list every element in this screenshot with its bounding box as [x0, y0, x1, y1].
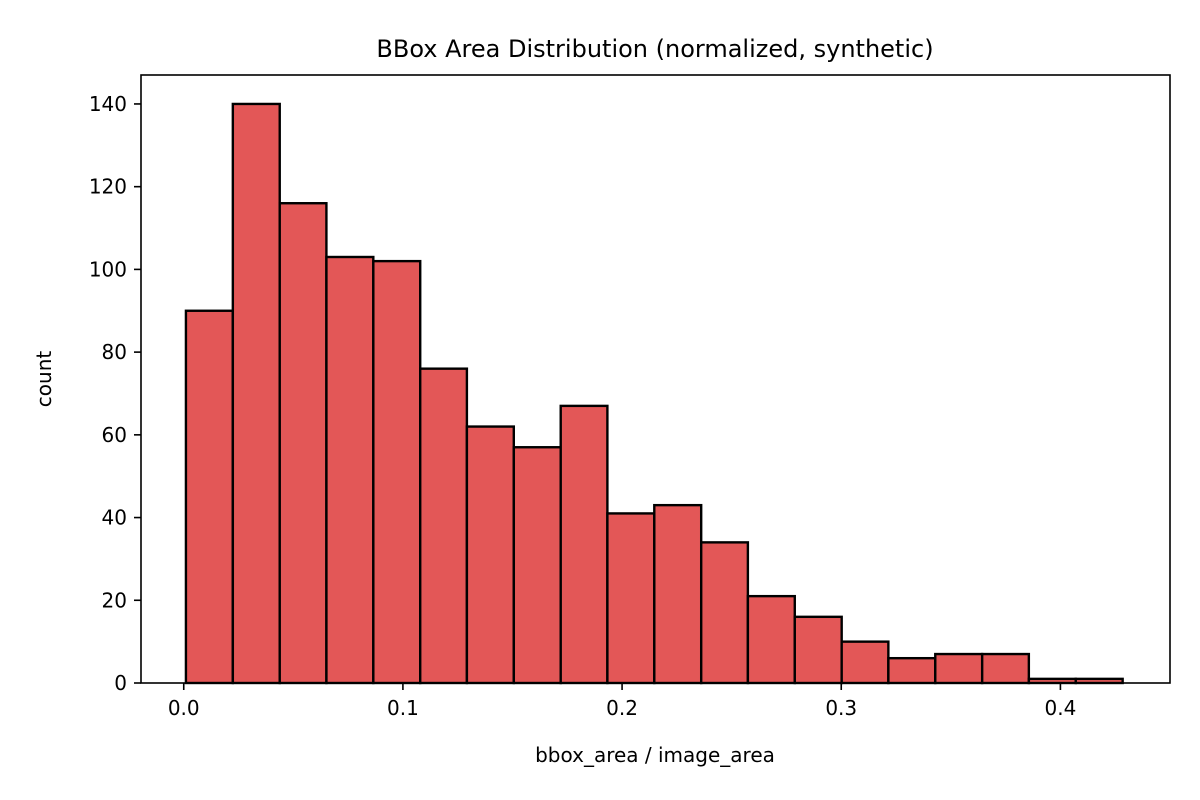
x-tick-label: 0.4 — [1045, 696, 1077, 720]
x-axis-label: bbox_area / image_area — [535, 743, 775, 767]
histogram-bar-6 — [419, 367, 469, 685]
y-tick-label: 60 — [102, 423, 127, 447]
histogram-bar-9 — [559, 404, 609, 685]
histogram-bar-4 — [325, 255, 375, 685]
y-axis-ticks: 0 20 40 60 80 100 120 140 — [89, 92, 141, 695]
bars-group — [184, 102, 1124, 685]
histogram-bar-11 — [653, 503, 703, 685]
histogram-bar-15 — [840, 640, 890, 685]
plot-frame — [140, 74, 1171, 684]
y-tick-label: 0 — [114, 671, 127, 695]
histogram-bar-14 — [793, 615, 843, 685]
y-tick-label: 20 — [102, 588, 127, 612]
histogram-bar-13 — [746, 594, 796, 685]
histogram-bar-8 — [512, 446, 562, 685]
y-tick-label: 140 — [89, 92, 127, 116]
chart-title: BBox Area Distribution (normalized, synt… — [376, 35, 933, 63]
histogram-bar-5 — [372, 259, 422, 685]
histogram-bar-7 — [465, 425, 515, 685]
histogram-bar-3 — [278, 202, 328, 685]
histogram-bar-12 — [700, 541, 750, 685]
histogram-bar-16 — [887, 656, 937, 685]
y-tick-label: 100 — [89, 257, 127, 281]
x-axis-ticks: 0.0 0.1 0.2 0.3 0.4 — [168, 683, 1076, 720]
histogram-bar-10 — [606, 512, 656, 685]
histogram-bar-2 — [231, 102, 281, 685]
y-tick-label: 80 — [102, 340, 127, 364]
histogram-bar-18 — [980, 652, 1031, 685]
histogram-bar-1 — [184, 309, 235, 685]
y-axis-label: count — [32, 351, 56, 408]
x-tick-label: 0.3 — [825, 696, 857, 720]
histogram-bar-17 — [934, 652, 984, 685]
x-tick-label: 0.1 — [387, 696, 419, 720]
y-tick-label: 40 — [102, 506, 127, 530]
x-tick-label: 0.0 — [168, 696, 200, 720]
y-tick-label: 120 — [89, 175, 127, 199]
x-tick-label: 0.2 — [606, 696, 638, 720]
